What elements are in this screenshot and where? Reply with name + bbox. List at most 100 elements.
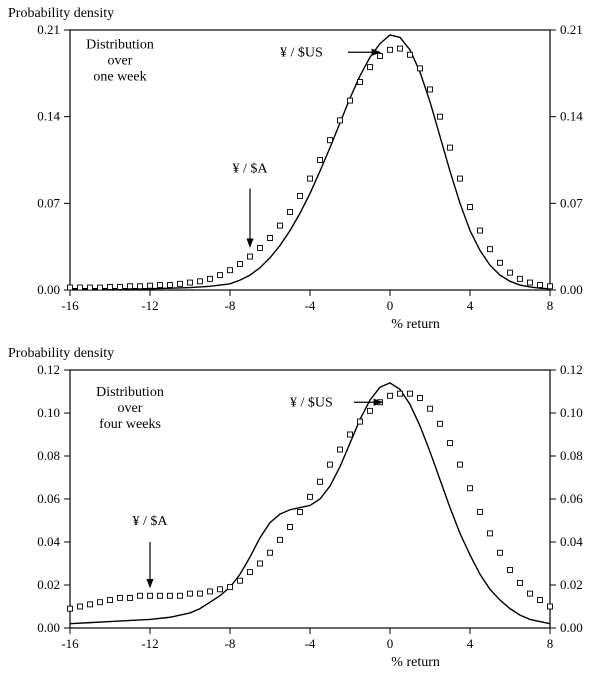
series-yen-aud-marker xyxy=(238,262,243,267)
series-yen-aud-marker xyxy=(158,283,163,288)
series-yen-aud-marker xyxy=(438,421,443,426)
x-tick-label: -16 xyxy=(61,636,79,651)
series-yen-aud-marker xyxy=(538,283,543,288)
series-yen-aud-marker xyxy=(318,158,323,163)
series-yen-aud-marker xyxy=(148,283,153,288)
series-yen-aud-marker xyxy=(408,391,413,396)
series-yen-aud-marker xyxy=(168,283,173,288)
x-tick-label: 4 xyxy=(467,298,474,313)
series-yen-aud-marker xyxy=(508,270,513,275)
y-tick-label-left: 0.21 xyxy=(37,22,60,37)
x-axis-label: % return xyxy=(391,317,440,332)
series-yen-aud-marker xyxy=(228,585,233,590)
series-yen-aud-marker xyxy=(268,550,273,555)
bottom-panel-header: Probability density xyxy=(8,346,114,362)
series-yen-aud-marker xyxy=(238,578,243,583)
series-yen-aud-marker xyxy=(518,580,523,585)
series-yen-aud-marker xyxy=(358,80,363,85)
series-yen-aud-marker xyxy=(318,479,323,484)
y-tick-label-left: 0.10 xyxy=(37,405,60,420)
series-yen-aud-marker xyxy=(548,604,553,609)
series-yen-aud-marker xyxy=(158,593,163,598)
series-yen-aud-marker xyxy=(288,524,293,529)
series-yen-aud-marker xyxy=(448,441,453,446)
series-yen-aud-marker xyxy=(348,98,353,103)
series-yen-aud-marker xyxy=(398,391,403,396)
x-tick-label: 8 xyxy=(547,636,554,651)
series-yen-aud-marker xyxy=(268,236,273,241)
x-tick-label: -4 xyxy=(305,298,316,313)
series-yen-aud-marker xyxy=(128,284,133,289)
series-yen-aud-marker xyxy=(478,228,483,233)
series-yen-aud-marker xyxy=(258,245,263,250)
series-yen-aud-marker xyxy=(78,604,83,609)
series-yen-aud-marker xyxy=(68,285,73,290)
x-tick-label: -4 xyxy=(305,636,316,651)
figure-svg: -16-12-8-40480.000.000.070.070.140.140.2… xyxy=(0,0,600,679)
series-yen-aud-marker xyxy=(198,591,203,596)
series-yen-aud-marker xyxy=(528,591,533,596)
series-yen-aud-marker xyxy=(538,598,543,603)
series-yen-aud-marker xyxy=(428,87,433,92)
y-tick-label-left: 0.02 xyxy=(37,577,60,592)
x-tick-label: 4 xyxy=(467,636,474,651)
series-yen-aud-marker xyxy=(178,593,183,598)
distribution-annotation: one week xyxy=(93,70,146,85)
series-yen-aud-marker xyxy=(338,118,343,123)
series-yen-aud-marker xyxy=(488,247,493,252)
y-tick-label-right: 0.10 xyxy=(560,405,583,420)
distribution-annotation: Distribution xyxy=(96,385,164,400)
y-tick-label-left: 0.08 xyxy=(37,448,60,463)
series-yen-aud-marker xyxy=(388,47,393,52)
series-yen-aud-marker xyxy=(388,393,393,398)
y-tick-label-right: 0.21 xyxy=(560,22,583,37)
series-yen-aud-marker xyxy=(348,432,353,437)
distribution-annotation: four weeks xyxy=(99,417,161,432)
series-yen-aud-marker xyxy=(278,223,283,228)
series-yen-aud-marker xyxy=(468,205,473,210)
y-tick-label-right: 0.04 xyxy=(560,534,583,549)
series-yen-aud-marker xyxy=(258,561,263,566)
series-yen-aud-marker xyxy=(188,591,193,596)
series-yen-aud-marker xyxy=(478,509,483,514)
series-yen-aud-marker xyxy=(118,595,123,600)
x-tick-label: -12 xyxy=(141,298,158,313)
series-yen-aud-marker xyxy=(368,408,373,413)
series-yen-aud-marker xyxy=(108,284,113,289)
series-yen-aud-marker xyxy=(548,284,553,289)
y-tick-label-right: 0.00 xyxy=(560,282,583,297)
series-yen-aud-marker xyxy=(458,176,463,181)
y-tick-label-left: 0.07 xyxy=(37,195,60,210)
series-yen-aud-marker xyxy=(328,138,333,143)
x-tick-label: 0 xyxy=(387,636,394,651)
series-yen-aud-marker xyxy=(508,567,513,572)
series-yen-aud-marker xyxy=(358,419,363,424)
top-panel-header: Probability density xyxy=(8,6,114,22)
series-yen-aud-marker xyxy=(138,593,143,598)
series-yen-aud-marker xyxy=(468,486,473,491)
series-yen-aud-marker xyxy=(438,114,443,119)
distribution-annotation: over xyxy=(108,54,133,69)
series-yen-aud-marker xyxy=(218,587,223,592)
yen-aud-label: ¥ / $A xyxy=(133,514,169,529)
series-yen-aud-marker xyxy=(518,276,523,281)
series-yen-aud-marker xyxy=(418,66,423,71)
x-axis-label: % return xyxy=(391,655,440,670)
yen-usd-label: ¥ / $US xyxy=(290,395,333,410)
series-yen-aud-marker xyxy=(448,145,453,150)
series-yen-aud-marker xyxy=(368,65,373,70)
series-yen-aud-marker xyxy=(228,268,233,273)
series-yen-aud-marker xyxy=(208,589,213,594)
series-yen-aud-marker xyxy=(88,285,93,290)
y-tick-label-left: 0.00 xyxy=(37,282,60,297)
series-yen-aud-marker xyxy=(148,593,153,598)
x-tick-label: -8 xyxy=(225,298,236,313)
y-tick-label-right: 0.14 xyxy=(560,109,583,124)
series-yen-aud-marker xyxy=(98,600,103,605)
y-tick-label-right: 0.07 xyxy=(560,195,583,210)
series-yen-aud-marker xyxy=(278,537,283,542)
x-tick-label: -12 xyxy=(141,636,158,651)
distribution-annotation: over xyxy=(118,401,143,416)
y-tick-label-right: 0.02 xyxy=(560,577,583,592)
series-yen-aud-marker xyxy=(68,606,73,611)
